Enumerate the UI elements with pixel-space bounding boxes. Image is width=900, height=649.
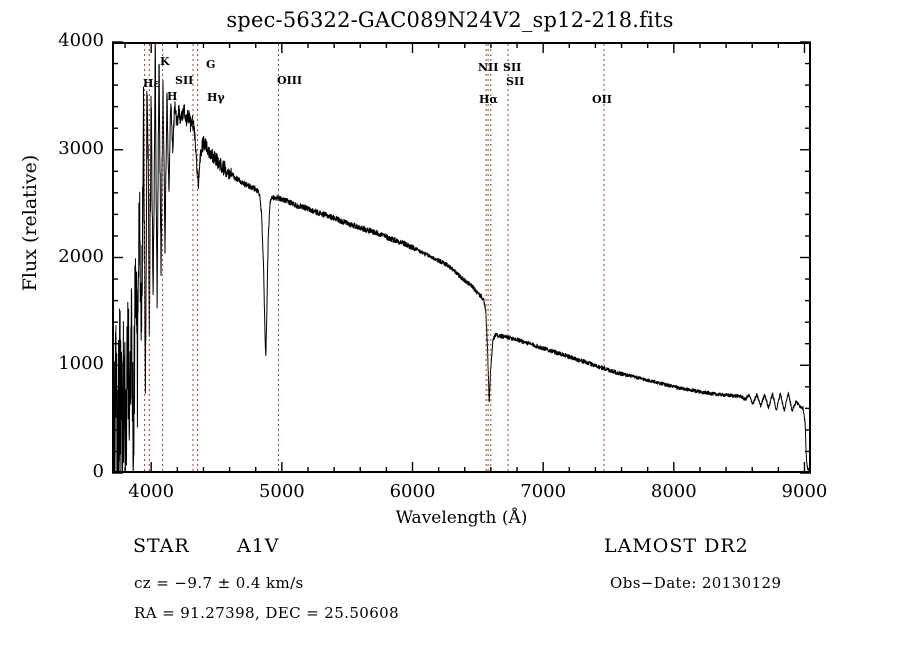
spectral-line-label: OIII	[277, 74, 303, 87]
x-tick-label: 4000	[128, 481, 175, 502]
object-type-label: STAR	[133, 535, 190, 557]
x-tick-label: 8000	[650, 481, 697, 502]
spectral-class-label: A1V	[237, 535, 280, 557]
observation-date-label: Obs−Date: 20130129	[610, 574, 782, 592]
plot-area	[112, 42, 811, 473]
spectral-line-label: G	[206, 58, 216, 71]
redshift-velocity-label: cz = −9.7 ± 0.4 km/s	[134, 574, 304, 592]
spectral-line-label: Hα	[479, 93, 498, 106]
spectral-line-label: Hγ	[207, 91, 225, 104]
coordinates-label: RA = 91.27398, DEC = 25.50608	[134, 604, 400, 622]
spectral-line-label: NII	[478, 61, 499, 74]
x-axis-label: Wavelength (Å)	[395, 508, 528, 528]
spectral-line-label: K	[160, 55, 170, 68]
y-tick-label: 0	[92, 461, 104, 482]
survey-label: LAMOST DR2	[604, 535, 749, 557]
spectral-line-label: OII	[592, 93, 612, 106]
y-tick-label: 4000	[58, 30, 104, 51]
spectral-line-label: SII	[506, 75, 525, 88]
x-tick-label: 5000	[258, 481, 305, 502]
page-title: spec-56322-GAC089N24V2_sp12-218.fits	[226, 8, 674, 32]
spectral-line-label: H	[167, 90, 178, 103]
spectral-line-label: SII	[503, 61, 522, 74]
spectral-line-label: Hε	[143, 77, 161, 90]
y-tick-label: 2000	[58, 245, 104, 267]
x-tick-label: 7000	[520, 481, 567, 502]
spectrum-canvas	[114, 44, 809, 471]
spectrum-trace	[114, 44, 809, 471]
y-tick-label: 3000	[58, 137, 104, 159]
y-tick-label: 1000	[58, 353, 104, 375]
spectral-line-label: SII	[175, 74, 194, 87]
x-tick-label: 9000	[781, 481, 828, 502]
x-tick-label: 6000	[389, 481, 436, 502]
